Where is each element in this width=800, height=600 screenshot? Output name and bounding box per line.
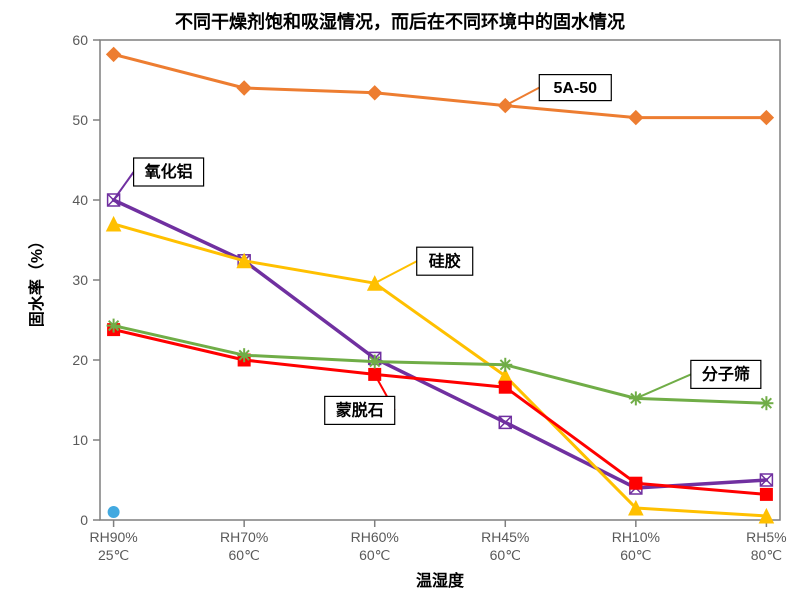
x-tick-label-bottom: 25℃ <box>98 547 129 563</box>
x-tick-label-bottom: 60℃ <box>620 547 651 563</box>
series-callout: 蒙脱石 <box>325 396 395 424</box>
series-callout: 分子筛 <box>691 360 761 388</box>
series-callout: 硅胶 <box>417 247 473 275</box>
x-tick-label-top: RH45% <box>481 529 529 545</box>
x-tick-label-bottom: 80℃ <box>751 547 782 563</box>
svg-text:氧化铝: 氧化铝 <box>144 162 193 181</box>
y-tick-label: 10 <box>72 432 88 448</box>
x-tick-label-bottom: 60℃ <box>229 547 260 563</box>
chart-root: 不同干燥剂饱和吸湿情况，而后在不同环境中的固水情况 0102030405060R… <box>0 0 800 600</box>
svg-text:硅胶: 硅胶 <box>429 251 461 270</box>
y-tick-label: 40 <box>72 192 88 208</box>
data-marker <box>368 355 382 369</box>
data-marker <box>237 348 251 362</box>
x-tick-label-top: RH90% <box>89 529 137 545</box>
y-tick-label: 20 <box>72 352 88 368</box>
svg-text:蒙脱石: 蒙脱石 <box>336 401 384 420</box>
x-tick-label-top: RH70% <box>220 529 268 545</box>
x-axis-label: 温湿度 <box>415 571 465 590</box>
x-tick-label-top: RH5% <box>746 529 786 545</box>
chart-plot: 0 10 20 30 40 50 60 RH90% 25℃ RH70% 60℃ RH60% 60℃ RH4… <box>0 0 800 600</box>
x-tick-label-top: RH60% <box>351 529 399 545</box>
data-marker <box>108 506 120 518</box>
y-axis-label: 固水率（%） <box>27 233 46 327</box>
y-tick-label: 50 <box>72 112 88 128</box>
svg-text:5A-50: 5A-50 <box>553 80 597 97</box>
series-callout: 氧化铝 <box>134 158 204 186</box>
x-tick-label-bottom: 60℃ <box>359 547 390 563</box>
y-tick-label: 30 <box>72 272 88 288</box>
data-marker <box>760 488 772 500</box>
data-marker <box>630 477 642 489</box>
x-tick-label-bottom: 60℃ <box>490 547 521 563</box>
y-tick-label: 0 <box>80 512 88 528</box>
series-callout: 5A-50 <box>539 75 611 101</box>
x-tick-label-top: RH10% <box>612 529 660 545</box>
data-marker <box>107 319 121 333</box>
svg-text:分子筛: 分子筛 <box>702 365 750 384</box>
y-tick-label: 60 <box>72 32 88 48</box>
data-marker <box>499 381 511 393</box>
